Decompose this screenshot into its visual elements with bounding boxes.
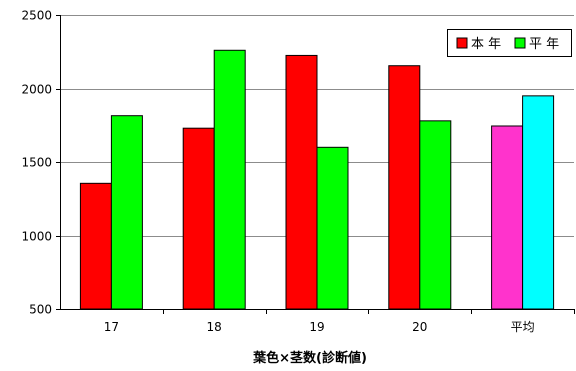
x-tick-labels: 17 18 19 20 平均 xyxy=(104,320,535,334)
x-tick-label: 17 xyxy=(104,320,119,334)
legend-label: 平 年 xyxy=(529,37,559,52)
legend-box xyxy=(447,29,572,57)
bar xyxy=(213,49,246,310)
bar xyxy=(285,54,318,310)
y-tick-label: 2000 xyxy=(21,83,52,97)
bar xyxy=(79,182,112,310)
bar xyxy=(316,146,349,310)
bar xyxy=(491,125,524,310)
bars xyxy=(79,49,555,310)
x-tick-label: 18 xyxy=(207,320,222,334)
x-axis-label: 葉色×茎数(診断値) xyxy=(252,350,367,366)
y-tick-labels: 500 1000 1500 2000 2500 xyxy=(21,9,52,317)
x-tick-label: 19 xyxy=(309,320,324,334)
bar xyxy=(388,65,421,310)
y-tick-label: 500 xyxy=(29,303,52,317)
bar xyxy=(419,120,452,310)
legend: 本 年平 年 xyxy=(447,29,572,57)
bar xyxy=(182,127,215,310)
legend-swatch xyxy=(456,37,468,49)
x-tick-label: 20 xyxy=(412,320,427,334)
bar xyxy=(522,95,555,310)
legend-label: 本 年 xyxy=(471,37,501,52)
axes xyxy=(56,15,575,314)
legend-swatch xyxy=(514,37,526,49)
x-tick-label: 平均 xyxy=(511,320,535,334)
y-tick-label: 2500 xyxy=(21,9,52,23)
bar xyxy=(110,115,143,310)
y-tick-label: 1500 xyxy=(21,156,52,170)
y-tick-label: 1000 xyxy=(21,230,52,244)
